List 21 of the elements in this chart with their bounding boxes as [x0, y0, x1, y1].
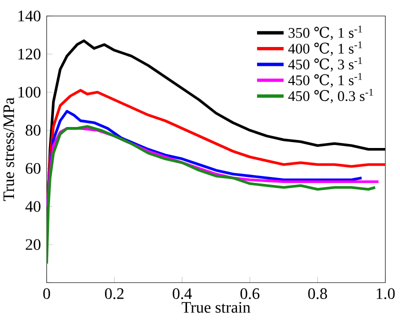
- x-tick-label: 0.6: [240, 288, 260, 300]
- y-tick-label: 140: [18, 10, 40, 22]
- x-tick-label: 0: [43, 288, 50, 300]
- legend-label: 450 ℃, 1 s$^{-1}$: [288, 73, 362, 88]
- line-series: [46, 125, 377, 265]
- x-tick-label: 0.2: [105, 288, 124, 300]
- y-tick-label: 60: [26, 162, 40, 174]
- x-tick-label: 0.8: [308, 288, 327, 300]
- y-tick-label: 20: [26, 239, 40, 250]
- legend-label: 400 ℃, 1 s$^{-1}$: [288, 41, 362, 56]
- legend-label: 450 ℃, 3 s$^{-1}$: [288, 57, 362, 72]
- x-tick-label: 1.0: [376, 288, 395, 300]
- legend-label: 450 ℃, 0.3 s$^{-1}$: [288, 88, 374, 104]
- x-axis-title: True strain: [182, 302, 250, 313]
- y-tick-label: 80: [26, 124, 40, 136]
- x-tick-label: 0.4: [172, 288, 192, 300]
- y-tick-label: 100: [18, 86, 40, 98]
- y-tick-label: 40: [25, 201, 40, 212]
- y-axis-title: True stress/MPa: [3, 98, 14, 201]
- y-tick-label: 120: [18, 48, 40, 60]
- legend-label: 350 ℃, 1 s$^{-1}$: [288, 26, 362, 40]
